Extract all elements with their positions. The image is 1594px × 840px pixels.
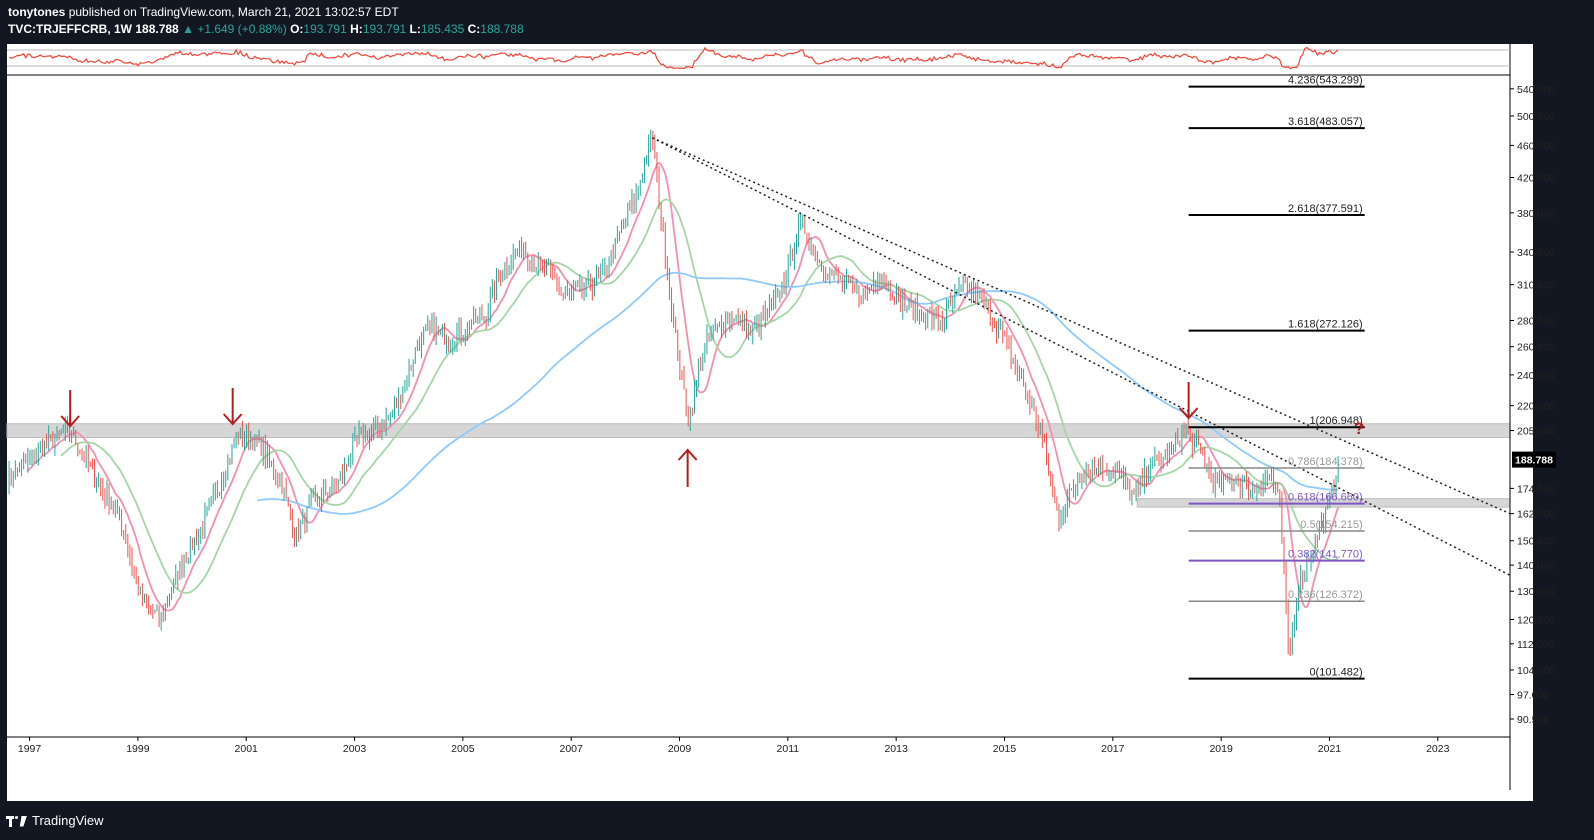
high-label: H: <box>350 22 363 36</box>
price-tick-label: 420.000 <box>1517 172 1555 184</box>
time-tick-label: 2009 <box>668 743 692 755</box>
fibonacci-levels: 4.236(543.299) 3.618(483.057) 2.618(377.59… <box>1188 75 1365 680</box>
footer: TradingView <box>6 813 104 828</box>
arrows: ? <box>60 382 1364 487</box>
price-tick-label: 130.000 <box>1517 586 1555 598</box>
publish-info: published on TradingView.com, March 21, … <box>68 5 399 19</box>
price-tick-label: 240.000 <box>1517 370 1555 382</box>
fib-label: 3.618(483.057) <box>1288 116 1363 128</box>
price-tick-label: 260.000 <box>1517 342 1555 354</box>
resistance-zone <box>6 423 1511 438</box>
author-name[interactable]: tonytones <box>8 5 66 19</box>
time-tick-label: 2013 <box>884 743 908 755</box>
fib-label: 0.382(141.770) <box>1288 549 1363 561</box>
price-tick-label: 90.500 <box>1517 714 1549 726</box>
fib-label: 0.236(126.372) <box>1288 589 1363 601</box>
time-tick-label: 2005 <box>451 743 475 755</box>
price-tick-label: 460.000 <box>1517 140 1555 152</box>
time-tick-label: 2011 <box>777 743 800 755</box>
price-tick-label: 205.000 <box>1517 426 1555 438</box>
moving-averages <box>27 161 1339 612</box>
fib-label: 1(206.948) <box>1309 415 1362 427</box>
publish-line: tonytones published on TradingView.com, … <box>8 5 399 19</box>
interval-label: 1W <box>114 22 132 36</box>
separators <box>7 44 1511 790</box>
low-label: L: <box>409 22 421 36</box>
price-tick-label: 150.000 <box>1517 536 1555 548</box>
last-price: 188.788 <box>135 22 179 36</box>
price-tick-label: 112.000 <box>1517 639 1554 651</box>
price-tick-label: 174.000 <box>1517 483 1555 495</box>
time-axis: 1997 1999 2001 2003 2005 2007 2009 2011 2013 2015… <box>18 737 1450 755</box>
price-tick-label: 340.000 <box>1517 247 1555 259</box>
high-value: 193.791 <box>362 22 407 36</box>
chart-panel[interactable] <box>7 44 1533 801</box>
up-arrow-2009-head <box>677 448 698 461</box>
price-tick-label: 500.000 <box>1517 111 1555 123</box>
price-tick-label: 97.000 <box>1517 690 1549 702</box>
indicator-line <box>8 46 1339 70</box>
open-label: O: <box>290 22 304 36</box>
last-price-badge <box>1512 451 1556 468</box>
ma-mid-line <box>60 198 1339 594</box>
time-tick-label: 2017 <box>1101 743 1125 755</box>
time-tick-label: 1999 <box>126 743 150 755</box>
price-tick-label: 380.000 <box>1517 208 1555 220</box>
trendlines <box>652 137 1511 576</box>
time-tick-label: 2019 <box>1209 743 1233 755</box>
price-tick-label: 540.000 <box>1517 84 1555 96</box>
brand-label[interactable]: TradingView <box>32 813 104 828</box>
fib-label: 1.618(272.126) <box>1288 319 1363 331</box>
down-arrow-2000-head <box>222 413 243 426</box>
trendline-lower <box>652 137 1511 515</box>
fib-label: 2.618(377.591) <box>1288 203 1363 215</box>
indicator-pane <box>7 46 1510 70</box>
time-tick-label: 2003 <box>343 743 367 755</box>
price-tick-label: 220.000 <box>1517 401 1555 413</box>
question-mark: ? <box>1354 419 1364 438</box>
time-tick-label: 2001 <box>235 743 259 755</box>
symbol-name[interactable]: TVC:TRJEFFCRB <box>8 22 108 36</box>
time-tick-label: 2023 <box>1426 743 1450 755</box>
price-tick-label: 280.000 <box>1517 316 1555 328</box>
price-tick-label: 310.000 <box>1517 280 1555 292</box>
fib-label: 0.5(154.215) <box>1300 519 1362 531</box>
price-axis: 540.000 500.000 460.000 420.000 380.000 340.0… <box>1510 84 1556 726</box>
change-up-icon: ▲ <box>182 22 194 36</box>
low-value: 185.435 <box>420 22 465 36</box>
price-tick-label: 162.000 <box>1517 509 1555 521</box>
last-price-label: 188.788 <box>1515 455 1553 467</box>
fib-label: 0.618(166.660) <box>1288 492 1363 504</box>
fib-label: 0.786(184.378) <box>1288 456 1363 468</box>
price-tick-label: 140.000 <box>1517 560 1555 572</box>
close-label: C: <box>467 22 481 36</box>
down-arrow-1997-head <box>60 415 80 428</box>
down-arrow-2018-head <box>1178 407 1199 420</box>
price-change: +1.649 (+0.88%) <box>197 22 287 36</box>
price-tick-label: 120.000 <box>1517 614 1555 626</box>
time-tick-label: 1997 <box>18 743 42 755</box>
price-tick-label: 104.000 <box>1517 665 1555 677</box>
tradingview-logo-icon <box>6 814 28 828</box>
ma-slow-line <box>256 271 1339 515</box>
close-value: 188.788 <box>480 22 524 36</box>
fib-label: 4.236(543.299) <box>1288 75 1363 87</box>
trendline-upper <box>652 137 1511 576</box>
candles <box>8 129 1339 656</box>
open-value: 193.791 <box>303 22 347 36</box>
fib-label: 0(101.482) <box>1309 667 1362 679</box>
time-tick-label: 2015 <box>993 743 1017 755</box>
time-tick-label: 2007 <box>560 743 584 755</box>
time-tick-label: 2021 <box>1318 743 1342 755</box>
symbol-line: TVC:TRJEFFCRB, 1W 188.788 ▲ +1.649 (+0.8… <box>8 22 524 36</box>
